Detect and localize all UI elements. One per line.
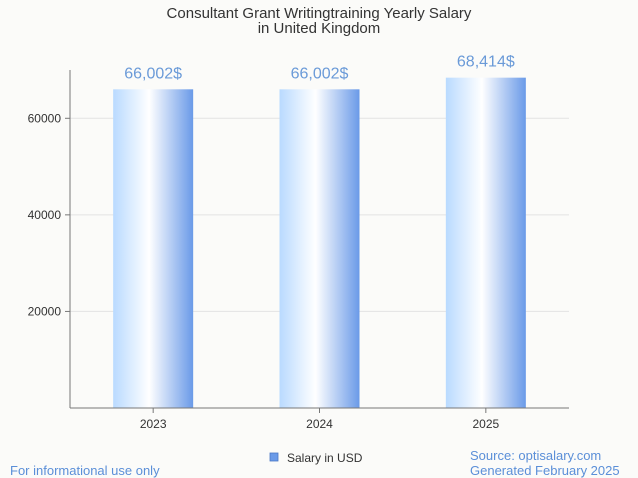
legend-label: Salary in USD (287, 451, 363, 465)
data-labels: 66,002$ 66,002$ 68,414$ (124, 54, 515, 83)
y-axis-ticks: 20000 40000 60000 (28, 111, 70, 318)
data-label-2025: 68,414$ (457, 54, 515, 71)
bar-2023 (113, 89, 194, 408)
bar-2024 (279, 89, 360, 408)
bar-2025 (445, 77, 526, 408)
y-tick-label-1: 40000 (28, 208, 62, 222)
x-axis-ticks: 2023 2024 2025 (140, 408, 500, 431)
legend: Salary in USD (269, 451, 363, 465)
generated-text: Generated February 2025 (470, 463, 620, 478)
data-label-2023: 66,002$ (124, 65, 182, 82)
data-label-2024: 66,002$ (291, 65, 349, 82)
disclaimer-text: For informational use only (10, 463, 160, 478)
x-tick-label-0: 2023 (140, 417, 167, 431)
source-block: Source: optisalary.com Generated Februar… (470, 448, 620, 478)
chart-title-line-1: Consultant Grant Writingtraining Yearly … (167, 5, 472, 22)
legend-swatch (269, 452, 279, 462)
source-text: Source: optisalary.com (470, 448, 602, 463)
bars (113, 77, 526, 408)
y-tick-label-2: 60000 (28, 111, 62, 125)
x-tick-label-2: 2025 (472, 417, 499, 431)
x-tick-label-1: 2024 (306, 417, 333, 431)
chart-title-line-2: in United Kingdom (258, 20, 381, 37)
y-tick-label-0: 20000 (28, 304, 62, 318)
